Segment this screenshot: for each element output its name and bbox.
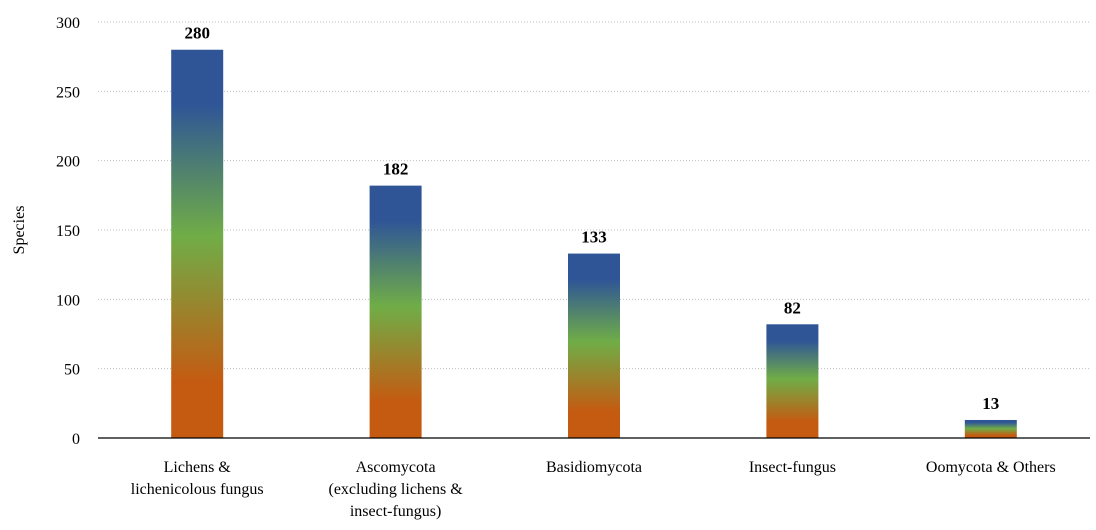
x-category-label: Ascomycota (excluding lichens & insect-fun… bbox=[329, 459, 464, 520]
y-axis-ticks: 0 50 100 150 200 250 300 bbox=[56, 15, 80, 448]
y-tick-label: 50 bbox=[64, 362, 80, 379]
bar bbox=[568, 253, 620, 438]
x-category-label-line: lichenicolous fungus bbox=[131, 481, 264, 498]
x-category-label-line: Lichens & bbox=[164, 459, 232, 476]
bar bbox=[964, 419, 1017, 438]
y-tick-label: 300 bbox=[56, 15, 80, 32]
bars bbox=[171, 49, 1017, 438]
data-label: 182 bbox=[383, 160, 409, 179]
data-labels: 280 182 133 82 13 bbox=[184, 24, 999, 413]
x-category-label-line: Oomycota & Others bbox=[926, 459, 1056, 476]
y-tick-label: 250 bbox=[56, 84, 80, 101]
x-category-label: Basidiomycota bbox=[546, 459, 642, 476]
data-label: 133 bbox=[581, 228, 607, 247]
y-axis-title: Species bbox=[11, 206, 28, 255]
y-tick-label: 200 bbox=[56, 154, 80, 171]
data-label: 280 bbox=[184, 24, 210, 43]
x-axis-categories: Lichens & lichenicolous fungus Ascomycota (… bbox=[131, 459, 1056, 520]
x-category-label: Oomycota & Others bbox=[926, 459, 1056, 476]
x-category-label: Insect-fungus bbox=[749, 459, 836, 476]
bar bbox=[171, 49, 224, 438]
data-label: 13 bbox=[982, 394, 999, 413]
x-category-label-line: insect-fungus) bbox=[350, 503, 442, 520]
bar bbox=[369, 185, 422, 438]
x-category-label-line: Insect-fungus bbox=[749, 459, 836, 476]
x-category-label-line: Basidiomycota bbox=[546, 459, 642, 476]
y-tick-label: 100 bbox=[56, 292, 80, 309]
data-label: 82 bbox=[784, 298, 801, 317]
x-category-label-line: (excluding lichens & bbox=[329, 481, 464, 498]
y-tick-label: 0 bbox=[72, 431, 80, 448]
y-tick-label: 150 bbox=[56, 223, 80, 240]
x-category-label: Lichens & lichenicolous fungus bbox=[131, 459, 264, 498]
x-category-label-line: Ascomycota bbox=[356, 459, 436, 476]
bar bbox=[766, 324, 819, 438]
